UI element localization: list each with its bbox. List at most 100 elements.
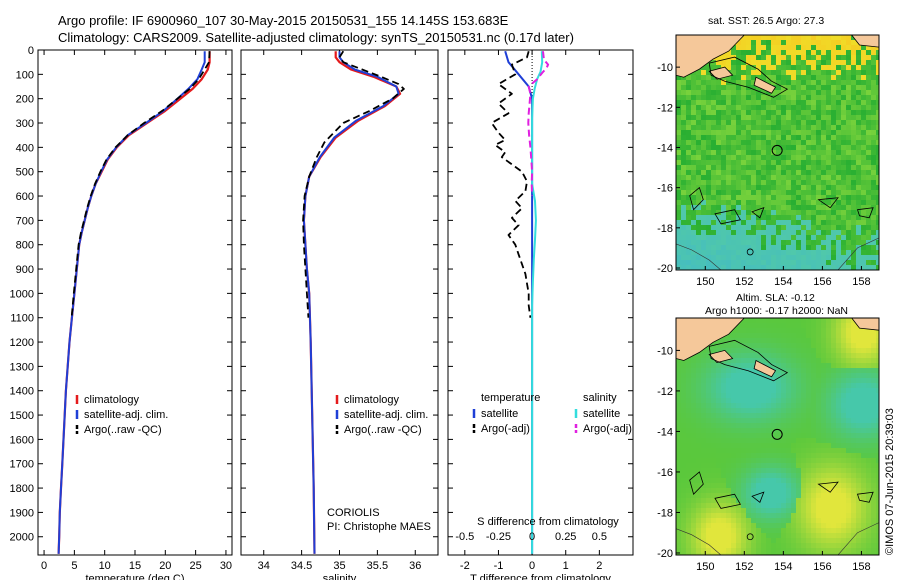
map-cell [851, 498, 857, 504]
map-cell [826, 328, 832, 334]
map-cell [846, 433, 852, 439]
map-cell [791, 75, 797, 81]
map-cell [736, 363, 742, 369]
map-cell [876, 513, 879, 519]
map-cell [776, 260, 782, 266]
legend-entry: Argo(..raw -QC) [344, 424, 422, 436]
map-cell [766, 130, 772, 136]
map-cell [691, 388, 697, 394]
map-cell [736, 160, 742, 166]
map-cell [741, 65, 747, 71]
map-cell [736, 423, 742, 429]
map-cell [736, 403, 742, 409]
map-cell [726, 488, 732, 494]
map-cell [781, 318, 787, 324]
map-cell [821, 205, 827, 211]
map-cell [806, 70, 812, 76]
map-cell [781, 488, 787, 494]
map-cell [856, 130, 862, 136]
x-tick-label: 20 [159, 560, 171, 572]
map-cell [731, 210, 737, 216]
map-cell [691, 373, 697, 379]
map-cell [726, 423, 732, 429]
map-cell [841, 543, 847, 549]
map-cell [721, 220, 727, 226]
map-cell [711, 205, 717, 211]
map-cell [776, 538, 782, 544]
map-cell [721, 488, 727, 494]
map-cell [841, 180, 847, 186]
map-cell [791, 40, 797, 46]
map-cell [751, 125, 757, 131]
map-cell [821, 125, 827, 131]
map-cell [761, 185, 767, 191]
map-cell [691, 523, 697, 529]
sla-map-title-line-1: Altim. SLA: -0.12 [736, 292, 815, 304]
map-cell [736, 170, 742, 176]
y-tick-label: 0 [28, 45, 34, 57]
map-cell [686, 250, 692, 256]
map-cell [831, 528, 837, 534]
map-cell [691, 70, 697, 76]
map-cell [811, 165, 817, 171]
map-cell [751, 448, 757, 454]
map-cell [846, 368, 852, 374]
map-cell [706, 250, 712, 256]
map-cell [681, 368, 687, 374]
map-cell [696, 443, 702, 449]
map-cell [841, 503, 847, 509]
map-cell [816, 503, 822, 509]
map-cell [686, 358, 692, 364]
map-cell [861, 70, 867, 76]
map-cell [741, 35, 747, 41]
map-cell [746, 180, 752, 186]
map-cell [866, 523, 872, 529]
map-cell [746, 363, 752, 369]
map-cell [811, 498, 817, 504]
map-cell [766, 195, 772, 201]
map-cell [776, 423, 782, 429]
map-cell [801, 70, 807, 76]
map-cell [836, 518, 842, 524]
map-cell [696, 145, 702, 151]
map-cell [686, 408, 692, 414]
map-cell [771, 408, 777, 414]
map-cell [796, 185, 802, 191]
map-cell [841, 100, 847, 106]
map-cell [801, 378, 807, 384]
map-cell [711, 503, 717, 509]
map-cell [726, 433, 732, 439]
map-cell [681, 170, 687, 176]
map-cell [831, 443, 837, 449]
map-cell [736, 125, 742, 131]
map-cell [826, 393, 832, 399]
map-cell [826, 418, 832, 424]
map-cell [776, 35, 782, 41]
map-cell [856, 398, 862, 404]
map-cell [736, 230, 742, 236]
map-cell [731, 393, 737, 399]
map-cell [731, 423, 737, 429]
map-cell [831, 250, 837, 256]
map-cell [751, 160, 757, 166]
map-cell [791, 338, 797, 344]
map-cell [876, 403, 879, 409]
map-cell [686, 458, 692, 464]
map-cell [766, 503, 772, 509]
map-cell [871, 50, 877, 56]
reef-outline [708, 339, 789, 382]
map-cell [786, 383, 792, 389]
map-cell [761, 493, 767, 499]
map-cell [686, 155, 692, 161]
map-cell [766, 100, 772, 106]
map-cell [851, 100, 857, 106]
map-cell [726, 458, 732, 464]
map-cell [701, 453, 707, 459]
map-cell [846, 428, 852, 434]
map-cell [871, 215, 877, 221]
map-cell [851, 448, 857, 454]
map-cell [826, 458, 832, 464]
map-cell [786, 548, 792, 554]
map-cell [746, 553, 752, 555]
map-cell [726, 443, 732, 449]
